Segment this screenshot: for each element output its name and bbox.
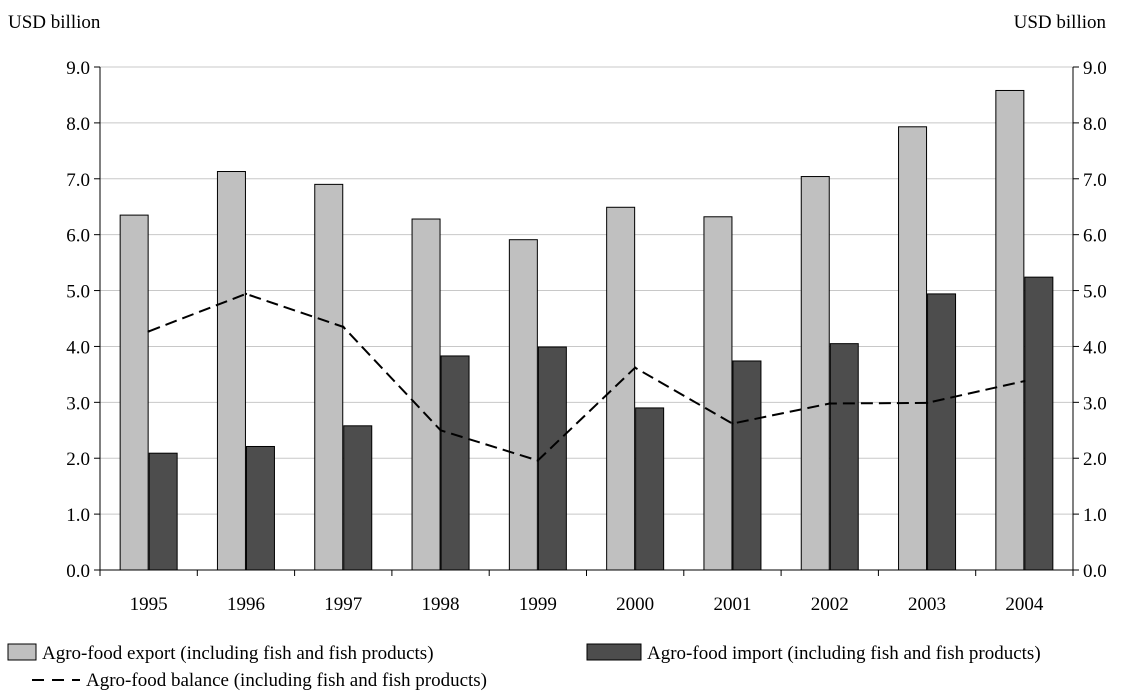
x-tick-label: 2003 [908,594,946,615]
y-tick-label-left: 9.0 [66,58,90,79]
x-tick-label: 1995 [130,594,168,615]
x-tick-label: 2001 [713,594,751,615]
y-tick-label-right: 7.0 [1083,170,1107,191]
legend-swatch-export [7,643,37,661]
export-bar [314,183,344,571]
balance-point [828,402,831,405]
export-bar [995,89,1025,571]
y-tick-label-left: 0.0 [66,561,90,582]
export-bar [606,206,636,571]
balance-point [536,459,540,462]
y-tick-label-right: 0.0 [1083,561,1107,582]
import-bar [148,452,178,571]
import-bar [732,360,762,571]
import-bar [440,355,470,571]
import-bar [343,425,373,571]
import-bar [829,343,859,571]
balance-line [148,292,1025,462]
export-bar [411,218,441,571]
x-tick-label: 2004 [1005,594,1044,615]
x-tick-label: 1996 [227,594,265,615]
import-bar [1024,276,1054,571]
y-tick-label-left: 4.0 [66,337,90,358]
balance-point [925,401,929,405]
balance-point [147,330,150,333]
export-bar [800,176,830,571]
axis-layer: 0.0 0.0 1.0 1.0 2.0 2.0 3.0 3.0 4.0 4.0 5.0 5.0 6.0 6… [66,58,1107,615]
y-tick-label-left: 7.0 [66,170,90,191]
y-tick-label-left: 2.0 [66,449,90,470]
x-tick-label: 1998 [422,594,460,615]
y-tick-label-right: 3.0 [1083,393,1107,414]
legend: Agro-food export (including fish and fis… [7,643,1041,691]
y-tick-label-right: 4.0 [1083,337,1107,358]
export-bar [508,239,538,571]
y-tick-label-right: 6.0 [1083,226,1107,247]
y-tick-label-right: 8.0 [1083,114,1107,135]
legend-label-export: Agro-food export (including fish and fis… [42,643,434,664]
line-layer [147,292,1026,462]
import-bar [927,293,957,571]
y-axis-label-right: USD billion [1014,12,1107,33]
balance-point [244,292,248,296]
export-bar [703,216,733,571]
y-tick-label-right: 2.0 [1083,449,1107,470]
y-tick-label-left: 5.0 [66,282,90,303]
export-bar [119,214,149,571]
legend-swatch-import [586,643,642,661]
balance-point [439,429,442,432]
x-tick-label: 1997 [324,594,362,615]
balance-point [1023,379,1026,383]
y-tick-label-left: 1.0 [66,505,90,526]
y-tick-label-left: 8.0 [66,114,90,135]
import-bar [245,445,275,571]
legend-label-balance: Agro-food balance (including fish and fi… [86,670,487,691]
balance-point [731,422,734,425]
x-tick-label: 1999 [519,594,557,615]
export-bar [898,126,928,571]
x-tick-label: 2000 [616,594,654,615]
balance-point [342,325,345,329]
y-axis-label-left: USD billion [8,12,101,33]
y-tick-label-left: 3.0 [66,393,90,414]
y-tick-label-right: 1.0 [1083,505,1107,526]
legend-label-import: Agro-food import (including fish and fis… [647,643,1041,664]
y-tick-label-right: 9.0 [1083,58,1107,79]
y-tick-label-left: 6.0 [66,226,90,247]
x-tick-label: 2002 [811,594,849,615]
import-bar [635,407,665,571]
import-bar [537,346,567,571]
export-bar [216,171,246,571]
y-tick-label-right: 5.0 [1083,282,1107,303]
balance-point [633,366,637,369]
bar-layer [119,89,1054,571]
